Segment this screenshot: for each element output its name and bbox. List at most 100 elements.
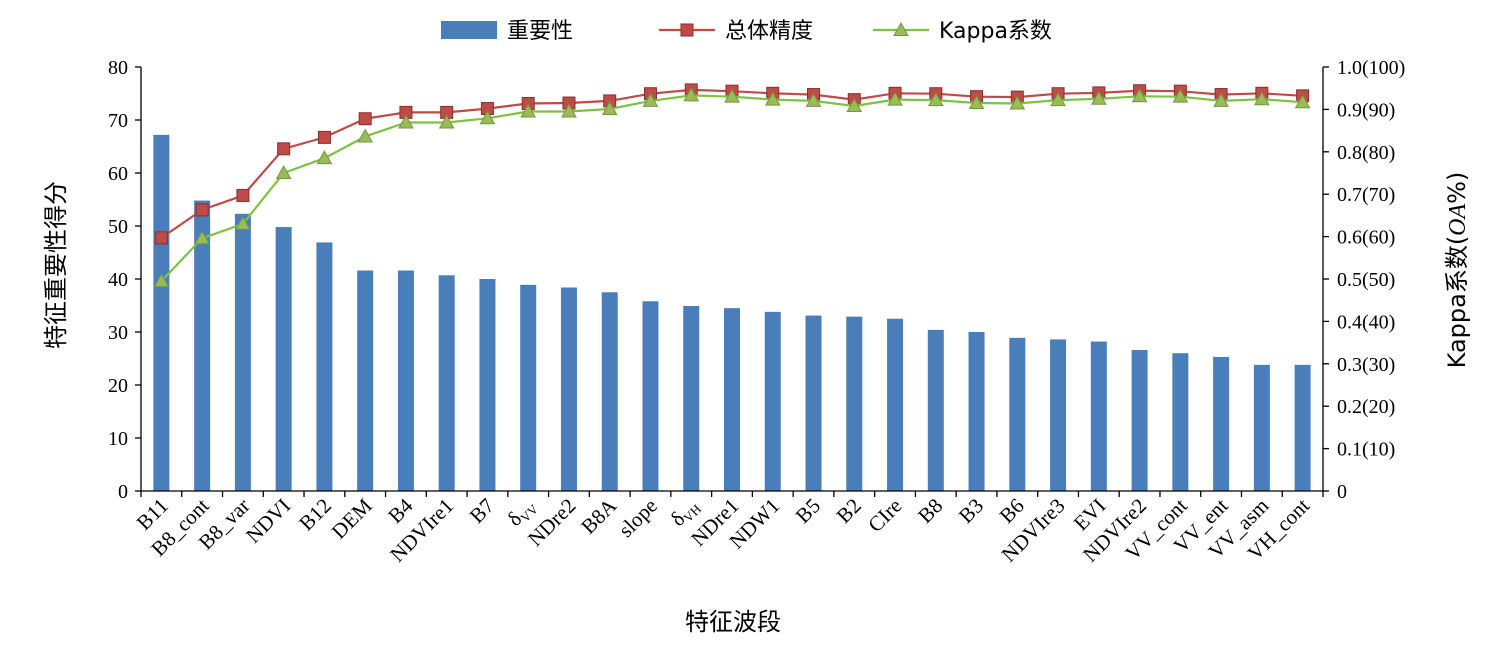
line-series [153,83,1311,288]
right-tick-label: 0 [1337,481,1347,503]
bar-series [153,134,1311,491]
right-axis-title-italic: OA [1445,203,1471,235]
point-triangle [805,92,822,107]
legend: 重要性 总体精度 Kappa系数 [441,19,1052,44]
category-label-main: NDVI [241,494,295,548]
right-tick-label: 0.5(50) [1337,269,1395,291]
right-tick-label: 0.4(40) [1337,311,1395,333]
point-triangle [479,110,496,125]
point-triangle [724,88,740,103]
point-triangle [601,100,618,115]
point-triangle [398,114,414,129]
bar [316,242,333,491]
category-label-main: B8 [913,494,947,528]
legend-label: 重要性 [507,19,573,44]
category-label: CIre [863,494,906,537]
left-tick-label: 80 [108,57,128,79]
point-triangle [1294,94,1311,109]
category-label-main: slope [614,494,662,542]
left-tick-label: 70 [108,110,128,132]
bar [1253,364,1270,491]
left-tick-label: 20 [108,375,128,397]
left-axis-title: 特征重要性得分 [42,181,70,349]
left-tick-label: 10 [108,428,128,450]
bar [1213,356,1230,491]
bar [846,316,863,491]
x-axis-title: 特征波段 [685,608,781,636]
point-triangle [438,114,455,129]
left-tick-label: 50 [108,216,128,238]
bar [642,301,659,491]
series-line [160,88,1303,239]
point-triangle [275,164,292,179]
point-triangle [968,95,985,110]
right-tick-label: 0.7(70) [1337,184,1395,206]
point-triangle [1254,91,1270,106]
right-tick-label: 1.0(100) [1337,57,1405,79]
category-label: DEM [327,493,377,543]
bar [764,311,781,491]
right-tick-label: 0.9(90) [1337,99,1395,121]
bar [479,279,496,491]
category-label-main: B5 [791,494,825,528]
category-label: NDVI [241,494,295,548]
right-tick-label: 0.3(30) [1337,354,1395,376]
legend-marker-triangle [893,21,909,36]
point-triangle [683,87,700,102]
legend-label: Kappa系数 [939,19,1052,44]
bar [194,200,211,491]
category-label: NDre2 [523,494,580,551]
left-tick-label: 40 [108,269,128,291]
point-square [154,231,168,245]
bar [438,275,455,491]
point-triangle [1090,90,1107,105]
category-label: B8A [576,493,622,539]
category-label-main: B8A [576,493,622,539]
point-triangle [887,91,903,106]
bar [683,306,700,491]
point-triangle [927,92,944,107]
category-label: B8 [913,494,947,528]
bar [275,227,292,491]
point-square [317,130,331,144]
point-triangle [153,273,170,288]
right-tick-label: 0.2(20) [1337,396,1395,418]
point-square [358,112,372,126]
category-label: B2 [832,494,866,528]
left-tick-label: 0 [118,481,128,503]
bar [1050,339,1067,491]
point-triangle [561,103,577,118]
bar [1090,341,1107,491]
bar [927,329,944,491]
bar [560,287,577,491]
bar [397,270,414,491]
bar [234,213,251,491]
category-label: B5 [791,494,825,528]
right-axis-title-prefix: Kappa系数( [1443,236,1471,369]
right-axis-title-suffix: %) [1443,172,1471,204]
legend-label: 总体精度 [725,19,813,44]
category-label: slope [614,494,662,542]
bar [968,332,985,491]
category-label: B7 [465,494,499,528]
category-label-main: NDre2 [523,494,580,551]
bar [805,315,822,491]
bar [520,284,537,491]
series-line [160,94,1303,282]
legend-swatch-bar [441,21,497,39]
bar [724,308,740,491]
legend-marker-square [680,23,694,37]
point-triangle [316,150,333,165]
bar [357,270,374,491]
right-tick-label: 0.8(80) [1337,142,1395,164]
point-triangle [194,230,210,245]
bar [153,134,170,491]
right-tick-label: 0.1(10) [1337,439,1395,461]
bar [1131,350,1148,491]
bar [1009,337,1026,491]
point-square [236,188,250,202]
point-square [277,142,291,156]
bar [1294,364,1311,491]
